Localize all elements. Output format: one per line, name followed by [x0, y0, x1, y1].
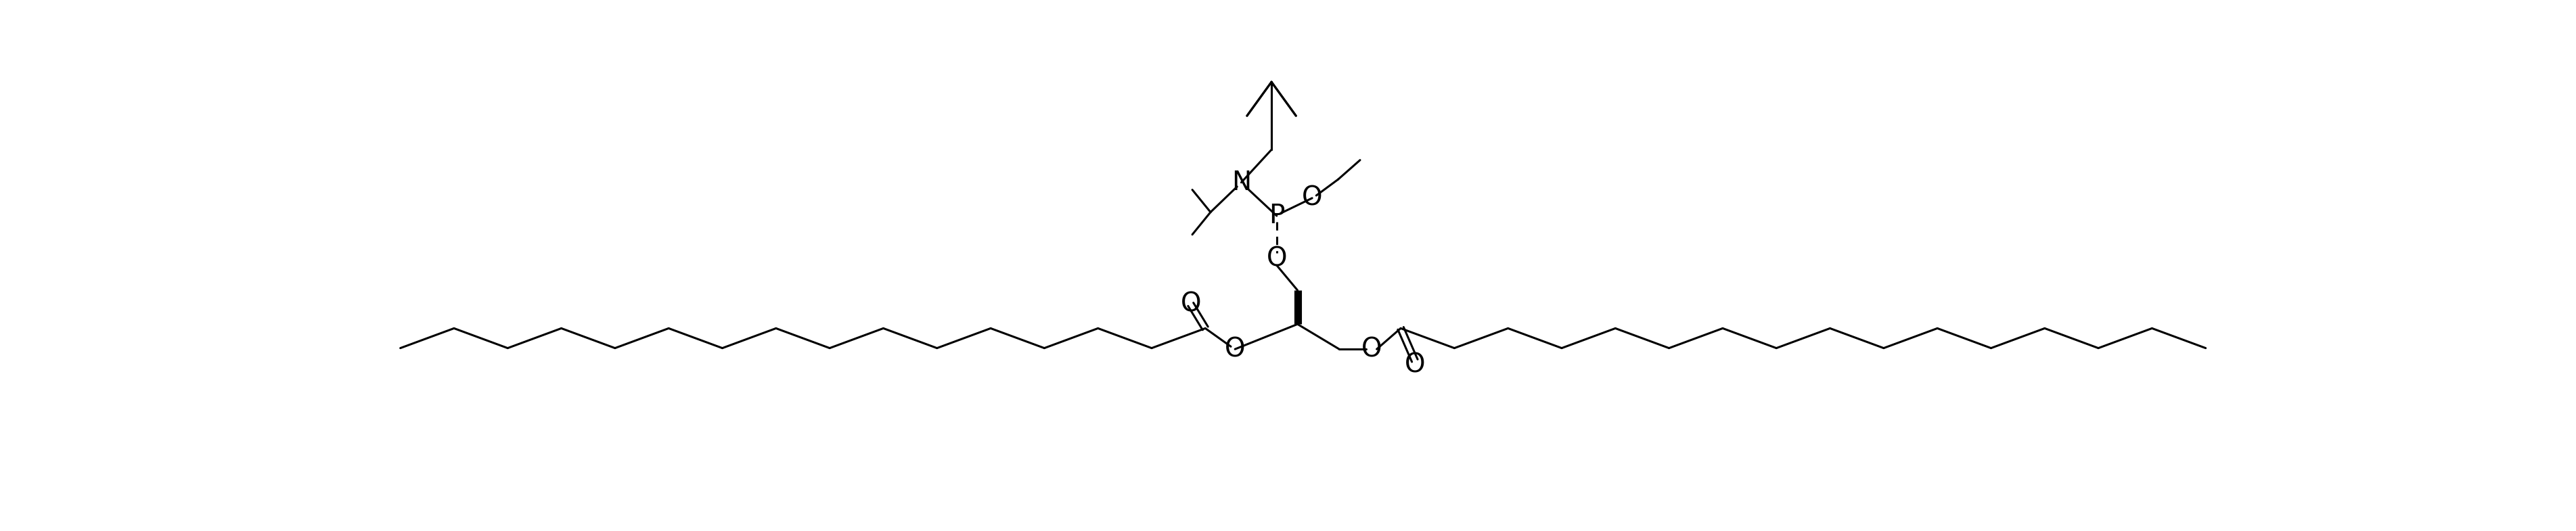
- Text: O: O: [1180, 292, 1200, 317]
- Text: P: P: [1270, 203, 1285, 229]
- Text: O: O: [1224, 336, 1244, 362]
- Text: O: O: [1267, 246, 1288, 272]
- Text: O: O: [1360, 336, 1381, 362]
- Text: O: O: [1301, 185, 1321, 211]
- Text: O: O: [1404, 352, 1425, 378]
- Text: N: N: [1231, 169, 1252, 195]
